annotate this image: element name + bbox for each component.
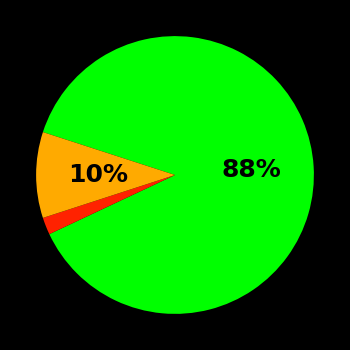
- Text: 88%: 88%: [221, 158, 281, 182]
- Wedge shape: [43, 36, 314, 314]
- Wedge shape: [36, 132, 175, 218]
- Text: 10%: 10%: [69, 163, 128, 187]
- Wedge shape: [43, 175, 175, 234]
